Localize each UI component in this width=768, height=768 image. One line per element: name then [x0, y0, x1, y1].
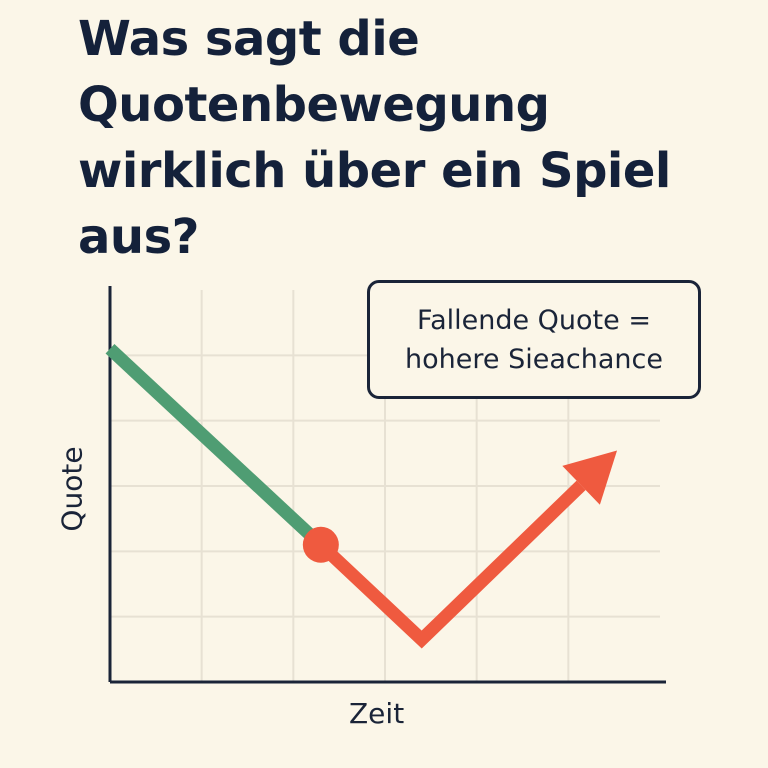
- y-axis-label: Quote: [55, 446, 89, 532]
- series-layer: [105, 344, 618, 649]
- callout-line-2: hohere Sieachance: [405, 343, 663, 375]
- series-line-rising: [316, 480, 586, 649]
- x-axis-label: Zeit: [349, 697, 405, 730]
- series-line-falling: [105, 344, 326, 550]
- callout-box: Fallende Quote = hohere Sieachance: [367, 280, 701, 399]
- arrowhead-icon: [562, 450, 618, 505]
- chart-title: Was sagt die Quotenbewegung wirklich übe…: [78, 11, 671, 265]
- turning-point-marker: [302, 526, 339, 563]
- callout-line-1: Fallende Quote =: [417, 304, 651, 336]
